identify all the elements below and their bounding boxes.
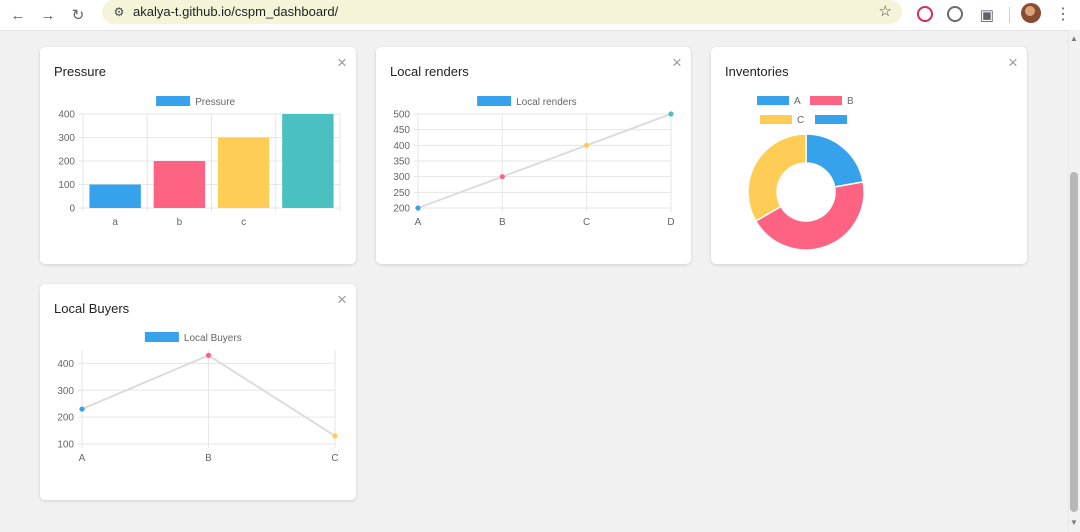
legend-swatch xyxy=(477,96,512,106)
data-point xyxy=(415,205,421,211)
recorder-extension-icon[interactable] xyxy=(917,6,933,22)
y-tick-label: 100 xyxy=(57,440,74,451)
address-bar[interactable]: ⚙ akalya-t.github.io/cspm_dashboard/ ☆ xyxy=(102,0,902,24)
bar xyxy=(217,137,270,208)
close-icon[interactable]: × xyxy=(337,290,347,309)
legend-label: A xyxy=(794,96,801,107)
y-tick-label: 500 xyxy=(393,110,410,121)
legend-label: Local Buyers xyxy=(184,333,242,344)
legend-swatch xyxy=(815,115,847,124)
x-tick-label: A xyxy=(79,453,86,464)
puzzle-icon[interactable]: ▣ xyxy=(979,7,995,24)
scroll-down-arrow-icon[interactable]: ▼ xyxy=(1070,518,1078,527)
bar xyxy=(282,114,334,208)
x-tick-label: c xyxy=(241,217,246,228)
bookmark-star-icon[interactable]: ☆ xyxy=(878,3,892,20)
toolbar-divider xyxy=(1009,7,1010,23)
card-title: Local renders xyxy=(390,64,469,79)
pie-slice xyxy=(754,181,865,251)
pressure-chart: Pressure 0 100 200 300 400 a b c xyxy=(58,96,341,228)
legend-swatch xyxy=(760,115,792,124)
close-icon[interactable]: × xyxy=(1008,53,1018,72)
local-renders-chart: Local renders 200 250 300 350 400 450 500 A B C D xyxy=(393,96,675,228)
card-title: Pressure xyxy=(54,64,107,79)
x-tick-label: b xyxy=(177,217,183,228)
bar xyxy=(153,161,206,208)
y-tick-label: 100 xyxy=(58,180,75,191)
inventories-chart: A B C xyxy=(747,96,865,251)
data-point xyxy=(205,352,212,358)
legend-label: Pressure xyxy=(195,97,235,108)
x-tick-label: D xyxy=(667,217,674,228)
close-icon[interactable]: × xyxy=(337,53,347,72)
back-arrow-icon[interactable]: ← xyxy=(10,6,26,24)
legend-label: C xyxy=(797,115,804,126)
x-tick-label: C xyxy=(583,217,590,228)
forward-arrow-icon[interactable]: → xyxy=(40,6,56,24)
legend-label: Local renders xyxy=(516,97,577,108)
legend-swatch xyxy=(810,96,842,105)
inventories-card: Inventories × A B C xyxy=(711,47,1027,264)
legend-swatch xyxy=(144,332,179,342)
close-icon[interactable]: × xyxy=(672,53,682,72)
data-point xyxy=(499,174,505,180)
pie-slice xyxy=(747,133,807,223)
y-tick-label: 0 xyxy=(69,204,75,215)
site-info-icon[interactable]: ⚙ xyxy=(113,5,125,19)
browser-toolbar: ← → ↻ ⚙ akalya-t.github.io/cspm_dashboar… xyxy=(0,0,1080,31)
local-buyers-chart: Local Buyers 100 200 300 400 A B C xyxy=(57,332,339,464)
legend-swatch xyxy=(156,96,191,106)
more-menu-icon[interactable]: ⋮ xyxy=(1055,6,1071,23)
y-tick-label: 200 xyxy=(57,413,74,424)
x-tick-label: C xyxy=(331,453,338,464)
data-point xyxy=(332,433,338,439)
y-tick-label: 200 xyxy=(393,204,410,215)
reload-icon[interactable]: ↻ xyxy=(71,7,85,24)
y-tick-label: 400 xyxy=(58,110,75,121)
bar xyxy=(89,184,141,208)
local-buyers-card: Local Buyers × Local Buyers 100 200 300 400 A… xyxy=(40,284,356,500)
card-title: Local Buyers xyxy=(54,301,130,316)
url-text[interactable]: akalya-t.github.io/cspm_dashboard/ xyxy=(133,4,339,19)
scroll-up-arrow-icon[interactable]: ▲ xyxy=(1070,34,1078,43)
x-tick-label: a xyxy=(112,217,118,228)
y-tick-label: 450 xyxy=(393,125,410,136)
y-tick-label: 300 xyxy=(393,172,410,183)
y-tick-label: 200 xyxy=(58,157,75,168)
data-point xyxy=(79,406,85,412)
scroll-thumb[interactable] xyxy=(1070,172,1078,512)
local-renders-card: Local renders × Local renders 200 250 300 35… xyxy=(376,47,691,264)
y-tick-label: 400 xyxy=(393,141,410,152)
y-tick-label: 250 xyxy=(393,188,410,199)
y-tick-label: 350 xyxy=(393,157,410,168)
y-tick-label: 400 xyxy=(57,359,74,370)
pie-slice xyxy=(805,133,864,188)
x-tick-label: B xyxy=(205,453,212,464)
x-tick-label: B xyxy=(499,217,506,228)
legend-swatch xyxy=(757,96,789,105)
pressure-card: Pressure × Pressure 0 100 200 300 400 a b c xyxy=(40,47,356,264)
extension-icon[interactable] xyxy=(947,6,963,22)
data-point xyxy=(668,111,674,117)
x-tick-label: A xyxy=(415,217,422,228)
legend-label: B xyxy=(847,96,854,107)
avatar[interactable] xyxy=(1021,3,1041,23)
series-line xyxy=(417,113,672,209)
y-tick-label: 300 xyxy=(58,133,75,144)
card-title: Inventories xyxy=(725,64,789,79)
y-tick-label: 300 xyxy=(57,386,74,397)
data-point xyxy=(584,142,590,148)
